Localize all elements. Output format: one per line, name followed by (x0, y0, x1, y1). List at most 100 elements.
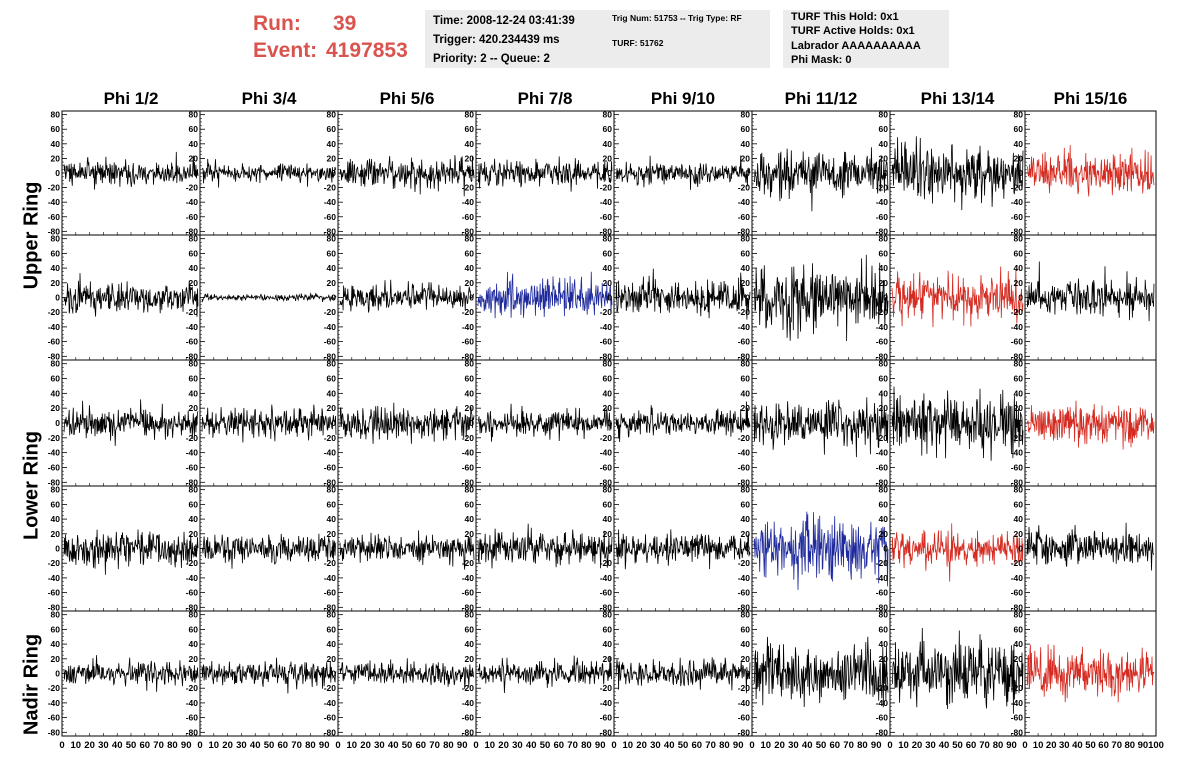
y-tick-label: 60 (51, 499, 61, 509)
y-tick-label: 0 (469, 168, 474, 178)
y-tick-label: 40 (465, 639, 475, 649)
x-tick-label: 20 (360, 740, 371, 751)
y-tick-label: -60 (186, 713, 199, 723)
y-tick-label: -80 (186, 351, 199, 361)
y-tick-label: -20 (186, 307, 199, 317)
y-tick-label: -60 (600, 462, 613, 472)
y-tick-label: 80 (51, 610, 61, 620)
y-tick-label: -20 (738, 433, 751, 443)
y-tick-label: 20 (741, 153, 751, 163)
x-tick-label: 40 (388, 740, 399, 751)
y-tick-label: -40 (186, 322, 199, 332)
y-tick-label: 0 (469, 544, 474, 554)
x-tick-label: 80 (305, 740, 316, 751)
y-tick-label: 60 (603, 374, 613, 384)
x-tick-label: 20 (84, 740, 95, 751)
y-tick-label: -40 (324, 197, 337, 207)
y-tick-label: -60 (876, 212, 889, 222)
x-tick-label: 90 (871, 740, 882, 751)
y-tick-label: 60 (1014, 624, 1024, 634)
y-tick-label: 40 (879, 514, 889, 524)
y-tick-label: 60 (879, 624, 889, 634)
y-tick-label: -40 (1011, 698, 1024, 708)
y-tick-label: 20 (603, 153, 613, 163)
y-tick-label: -40 (738, 448, 751, 458)
run-row: Run: 39 (253, 10, 408, 37)
y-tick-label: -60 (1011, 462, 1024, 472)
column-title-6: Phi 11/12 (785, 89, 858, 108)
x-tick-label: 60 (140, 740, 151, 751)
y-tick-label: -80 (876, 351, 889, 361)
y-tick-label: 40 (741, 263, 751, 273)
y-tick-label: 80 (879, 234, 889, 244)
x-tick-label: 50 (126, 740, 137, 751)
waveform-trace (339, 279, 474, 313)
y-tick-label: -40 (462, 698, 475, 708)
y-tick-label: 60 (603, 124, 613, 134)
y-tick-label: -20 (600, 433, 613, 443)
y-tick-label: 20 (603, 278, 613, 288)
y-tick-label: 0 (331, 418, 336, 428)
waveform-trace (477, 156, 613, 192)
y-tick-label: -20 (324, 558, 337, 568)
y-tick-label: 0 (607, 293, 612, 303)
y-tick-label: 80 (189, 110, 199, 120)
y-tick-label: -20 (1011, 558, 1024, 568)
y-tick-label: 40 (51, 639, 61, 649)
x-tick-label: 10 (1033, 740, 1044, 751)
y-tick-label: -60 (738, 713, 751, 723)
x-tick-label: 20 (1046, 740, 1057, 751)
y-tick-label: -80 (48, 226, 61, 236)
y-tick-label: 60 (741, 248, 751, 258)
x-tick-label: 70 (843, 740, 854, 751)
x-tick-label: 50 (264, 740, 275, 751)
y-tick-label: 20 (51, 153, 61, 163)
x-tick-label: 0 (1022, 740, 1027, 751)
y-tick-label: 60 (327, 499, 337, 509)
x-tick-label: 20 (498, 740, 509, 751)
y-tick-label: 80 (1014, 110, 1024, 120)
y-tick-label: -40 (324, 698, 337, 708)
y-tick-label: -60 (324, 713, 337, 723)
y-tick-label: 60 (465, 248, 475, 258)
waveform-trace (63, 529, 199, 575)
y-tick-label: 20 (189, 403, 199, 413)
x-tick-label: 10 (761, 740, 772, 751)
y-tick-label: 0 (883, 168, 888, 178)
y-tick-label: -80 (186, 477, 199, 487)
y-tick-label: -40 (876, 197, 889, 207)
y-tick-label: -40 (462, 197, 475, 207)
y-tick-label: 60 (51, 624, 61, 634)
y-tick-label: 60 (603, 499, 613, 509)
y-tick-label: 60 (189, 248, 199, 258)
y-tick-label: 60 (1014, 499, 1024, 509)
y-tick-label: 0 (469, 669, 474, 679)
trigger-line: Trigger: 420.234439 ms (433, 34, 560, 46)
x-tick-label: 60 (416, 740, 427, 751)
x-tick-label: 80 (581, 740, 592, 751)
y-tick-label: 0 (469, 293, 474, 303)
y-tick-label: 20 (879, 278, 889, 288)
waveform-trace (615, 155, 751, 190)
y-tick-label: 20 (741, 654, 751, 664)
y-tick-label: 60 (327, 248, 337, 258)
y-tick-label: -20 (1011, 433, 1024, 443)
x-tick-label: 40 (664, 740, 675, 751)
y-tick-label: 80 (879, 110, 889, 120)
x-tick-label: 50 (678, 740, 689, 751)
y-tick-label: -40 (876, 698, 889, 708)
y-tick-label: -20 (48, 558, 61, 568)
y-tick-label: 40 (603, 139, 613, 149)
y-tick-label: -20 (738, 307, 751, 317)
y-tick-label: 0 (607, 669, 612, 679)
y-tick-label: 20 (465, 403, 475, 413)
y-tick-label: -80 (462, 477, 475, 487)
y-tick-label: 20 (465, 278, 475, 288)
x-tick-label: 30 (236, 740, 247, 751)
y-tick-label: 20 (327, 403, 337, 413)
y-tick-label: 0 (745, 544, 750, 554)
y-tick-label: 40 (1014, 263, 1024, 273)
x-tick-label: 100 (1148, 740, 1164, 751)
y-tick-label: -20 (48, 433, 61, 443)
y-tick-label: 40 (51, 139, 61, 149)
